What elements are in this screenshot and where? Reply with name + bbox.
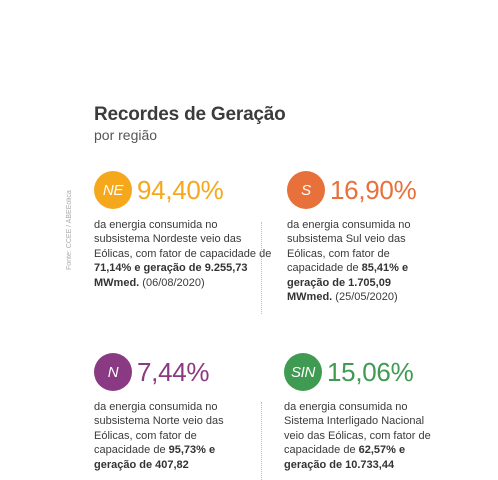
- divider-top: [261, 222, 262, 314]
- n-description: da energia consumida no subsistema Norte…: [94, 401, 224, 471]
- n-badge-icon: N: [94, 353, 132, 391]
- page-subtitle: por região: [94, 127, 158, 143]
- s-percent: 16,90%: [330, 174, 417, 205]
- divider-bottom: [261, 402, 262, 480]
- sin-percent: 15,06%: [327, 356, 414, 387]
- n-percent: 7,44%: [137, 356, 210, 387]
- sin-badge-icon: SIN: [284, 353, 322, 391]
- ne-description: da energia consumida no subsistema Norde…: [94, 219, 272, 289]
- s-badge-icon: S: [287, 171, 325, 209]
- page-title: Recordes de Geração: [94, 104, 286, 125]
- sin-description: da energia consumida no Sistema Interlig…: [284, 401, 431, 471]
- s-description: da energia consumida no subsistema Sul v…: [287, 219, 411, 304]
- source-note: Fonte: CCEE / ABEEólica: [66, 190, 73, 270]
- ne-badge-icon: NE: [94, 171, 132, 209]
- ne-percent: 94,40%: [137, 174, 224, 205]
